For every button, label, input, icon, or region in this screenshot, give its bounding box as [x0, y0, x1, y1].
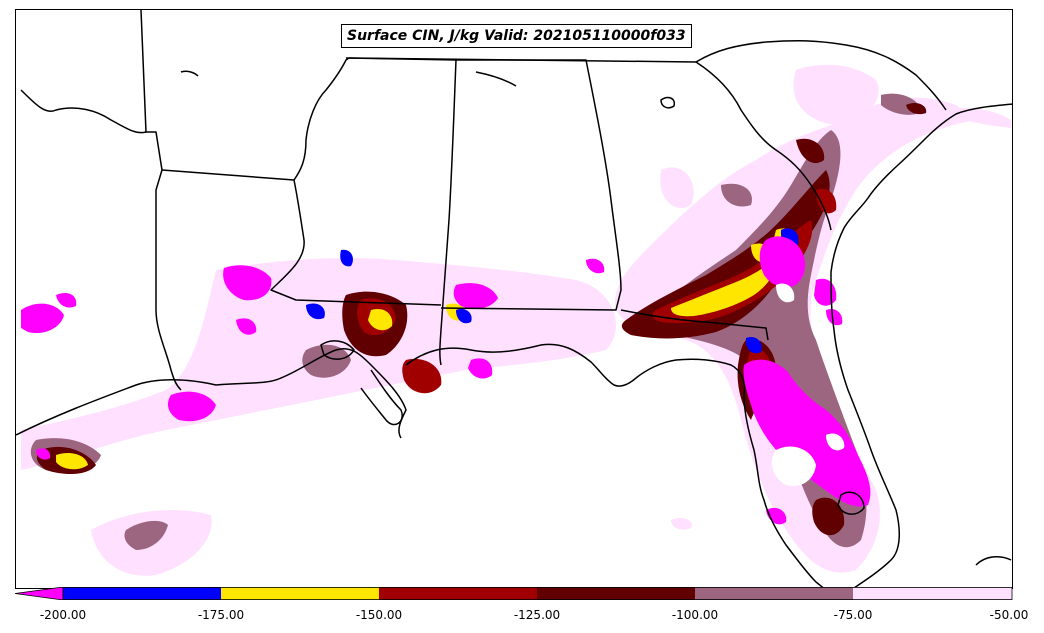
colorbar-bin-1 [63, 587, 221, 600]
ga-sc-river [695, 61, 832, 231]
river-ms-upper [180, 70, 199, 77]
colorbar-frame [62, 587, 1013, 600]
river-al [475, 71, 517, 87]
mississippi-delta [360, 369, 403, 426]
cin-layer-magenta [21, 236, 871, 525]
state-border-ar-ms [293, 57, 350, 181]
map-panel: Surface CIN, J/kg Valid: 202105110000f03… [15, 9, 1013, 589]
cin-layer-white-holes [771, 283, 845, 486]
state-border-la-ms [270, 179, 442, 306]
map-title: Surface CIN, J/kg Valid: 202105110000f03… [341, 24, 692, 48]
lake-okeechobee [837, 491, 865, 515]
state-border-ga-fl [620, 309, 769, 341]
colorbar-bin-2 [221, 587, 379, 600]
colorbar-bin-4 [537, 587, 695, 600]
colorbar [15, 587, 1013, 600]
river-tx [20, 89, 147, 134]
lake-pontchartrain [320, 340, 355, 360]
colorbar-tick-label: -50.00 [989, 608, 1029, 622]
state-border-ar-la [161, 169, 295, 181]
colorbar-bin-6 [853, 587, 1012, 600]
colorbar-tick-label: -75.00 [833, 608, 873, 622]
colorbar-tick-label: -100.00 [671, 608, 719, 622]
colorbar-bin-3 [379, 587, 537, 600]
florida-keys-coast [975, 555, 1012, 566]
coastline-west [16, 348, 407, 439]
map-canvas [16, 10, 1012, 588]
state-border-ms-al [348, 57, 457, 366]
colorbar-extend-triangle [15, 587, 64, 600]
state-border-ga-sc [695, 40, 947, 111]
ga-lake [660, 96, 676, 109]
colorbar-tick-label: -125.00 [513, 608, 561, 622]
colorbar-tick-label: -150.00 [355, 608, 403, 622]
state-border-al-ga [440, 59, 622, 311]
colorbar-tick-label: -175.00 [197, 608, 245, 622]
boundaries-layer [16, 10, 1012, 588]
colorbar-tick-label: -200.00 [39, 608, 87, 622]
coastline-gulf-florida-panhandle [405, 343, 825, 588]
coastline-florida-east [830, 103, 1012, 588]
colorbar-bin-5 [695, 587, 853, 600]
state-border-tx-la [140, 10, 182, 391]
state-border-tn-al [345, 57, 697, 63]
